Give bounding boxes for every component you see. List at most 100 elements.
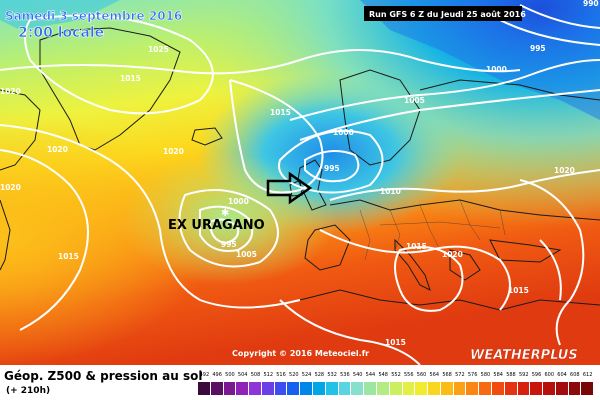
isobar-labels: 1025 1015 1020 1020 1020 1020 1015 1015 … xyxy=(0,0,599,347)
legend-tick: 568 xyxy=(442,372,452,378)
isobar-label: 990 xyxy=(583,0,599,8)
legend-swatch xyxy=(223,382,237,395)
run-banner xyxy=(364,6,522,21)
legend-tick: 604 xyxy=(557,372,567,378)
legend-swatch xyxy=(581,382,595,395)
isobar-label: 1010 xyxy=(380,187,401,196)
legend-tick: 608 xyxy=(570,372,580,378)
forecast-date: Samedi 3 septembre 2016 xyxy=(5,9,182,23)
legend-swatch xyxy=(402,382,416,395)
isobar-1015-se xyxy=(539,239,562,301)
legend-tick: 536 xyxy=(340,372,350,378)
greece-coast xyxy=(449,249,481,281)
legend-tick: 572 xyxy=(455,372,465,378)
isobar-1000-storm xyxy=(199,205,254,252)
coastlines xyxy=(0,27,600,311)
legend-swatch xyxy=(274,382,288,395)
legend-swatch xyxy=(313,382,326,395)
legend-swatch xyxy=(466,382,480,395)
legend-swatch xyxy=(376,382,390,395)
isobar-label: 1005 xyxy=(404,96,425,105)
isobar-label: 995 xyxy=(324,164,340,173)
copyright: Copyright © 2016 Meteociel.fr xyxy=(232,349,369,358)
legend-tick: 596 xyxy=(531,372,542,378)
isobar-1015-west xyxy=(0,149,89,331)
isobar-label: 1020 xyxy=(163,147,184,156)
isobar-label: 1025 xyxy=(148,45,169,54)
map-canvas: ✱ 1025 1015 1020 1020 1020 1020 1015 101… xyxy=(0,0,600,365)
isobar-1015-med xyxy=(279,299,421,365)
newfoundland-coast xyxy=(0,199,11,271)
isobar-995-uk xyxy=(304,150,360,183)
legend-swatch xyxy=(249,382,262,395)
isobar-label: 1015 xyxy=(58,252,79,261)
legend-swatch xyxy=(261,382,275,395)
isobar-label: 1020 xyxy=(47,145,68,154)
isobar-label: 1020 xyxy=(554,166,575,175)
africa-coast xyxy=(299,289,600,311)
storm-label: EX URAGANO xyxy=(168,218,265,233)
isobar-1015-north xyxy=(0,49,521,75)
isobar-1020-italy xyxy=(394,246,464,312)
legend-swatch xyxy=(389,382,403,395)
legend-tick: 500 xyxy=(225,372,235,378)
legend-swatch xyxy=(428,382,441,395)
isobar-label: 1015 xyxy=(270,108,291,117)
legend-swatch xyxy=(504,382,518,395)
legend-tick: 564 xyxy=(429,372,440,378)
isobar-1020-center xyxy=(229,79,324,194)
isobar-1005-north xyxy=(299,89,600,141)
legend-swatch xyxy=(543,382,556,395)
brand-logo: WEATHERPLUS xyxy=(470,348,578,363)
legend-tick: 520 xyxy=(289,372,299,378)
legend-swatch xyxy=(568,382,582,395)
isobar-990-top xyxy=(519,4,600,29)
isobar-label: 1020 xyxy=(0,183,21,192)
isobar-label: 1020 xyxy=(0,87,21,96)
legend-tick: 512 xyxy=(263,372,274,378)
isobar-1005-storm xyxy=(178,189,279,268)
legend-tick: 524 xyxy=(301,372,312,378)
isobar-label: 1015 xyxy=(406,242,427,251)
legend-swatch xyxy=(351,382,365,395)
legend-tick: 504 xyxy=(237,372,248,378)
legend-tick: 548 xyxy=(378,372,388,378)
legend-swatch xyxy=(338,382,352,395)
greenland-coast xyxy=(39,27,181,151)
legend-tick: 544 xyxy=(365,372,376,378)
isobar-label: 1015 xyxy=(385,338,406,347)
legend-tick: 600 xyxy=(544,372,555,378)
low-symbol: ✱ xyxy=(221,208,229,219)
weather-map: ✱ 1025 1015 1020 1020 1020 1020 1015 101… xyxy=(0,0,600,365)
legend-tick: 508 xyxy=(250,372,261,378)
isobar-label: 1015 xyxy=(120,74,141,83)
legend-swatch xyxy=(300,382,314,395)
isobar-label: 1000 xyxy=(333,128,354,137)
legend-swatch xyxy=(325,382,339,395)
legend-swatch xyxy=(517,382,531,395)
isobar-label: 995 xyxy=(530,44,546,53)
legend-swatch xyxy=(479,382,492,395)
legend-swatch xyxy=(530,382,544,395)
isobar-995-top xyxy=(499,19,600,46)
legend-bar: Géop. Z500 & pression au sol (+ 210h) 49… xyxy=(0,365,600,400)
legend-tick: 516 xyxy=(276,372,286,378)
legend-swatch xyxy=(364,382,377,395)
legend-swatch xyxy=(453,382,467,395)
legend-tick: 540 xyxy=(352,372,363,378)
legend-tick: 532 xyxy=(327,372,337,378)
isobar-label: 1000 xyxy=(486,65,507,74)
isobar-1015-eu xyxy=(319,229,511,311)
isobar-label: 995 xyxy=(221,240,237,249)
scandinavia-coast xyxy=(339,69,421,166)
legend-ticks: 492 496 500 504 508 512 516 520 524 528 532 536 540 5… xyxy=(198,372,594,380)
isobar-label: 1015 xyxy=(508,286,529,295)
isobar-1025-nw xyxy=(24,14,214,115)
legend-tick: 560 xyxy=(416,372,427,378)
iceland-coast xyxy=(191,127,223,146)
legend-swatch xyxy=(236,382,250,395)
isobar-1020-east xyxy=(519,179,585,346)
cold-corner-nw xyxy=(0,0,120,30)
europe-north-coast xyxy=(329,199,600,221)
isobar-label: 1000 xyxy=(228,197,249,206)
